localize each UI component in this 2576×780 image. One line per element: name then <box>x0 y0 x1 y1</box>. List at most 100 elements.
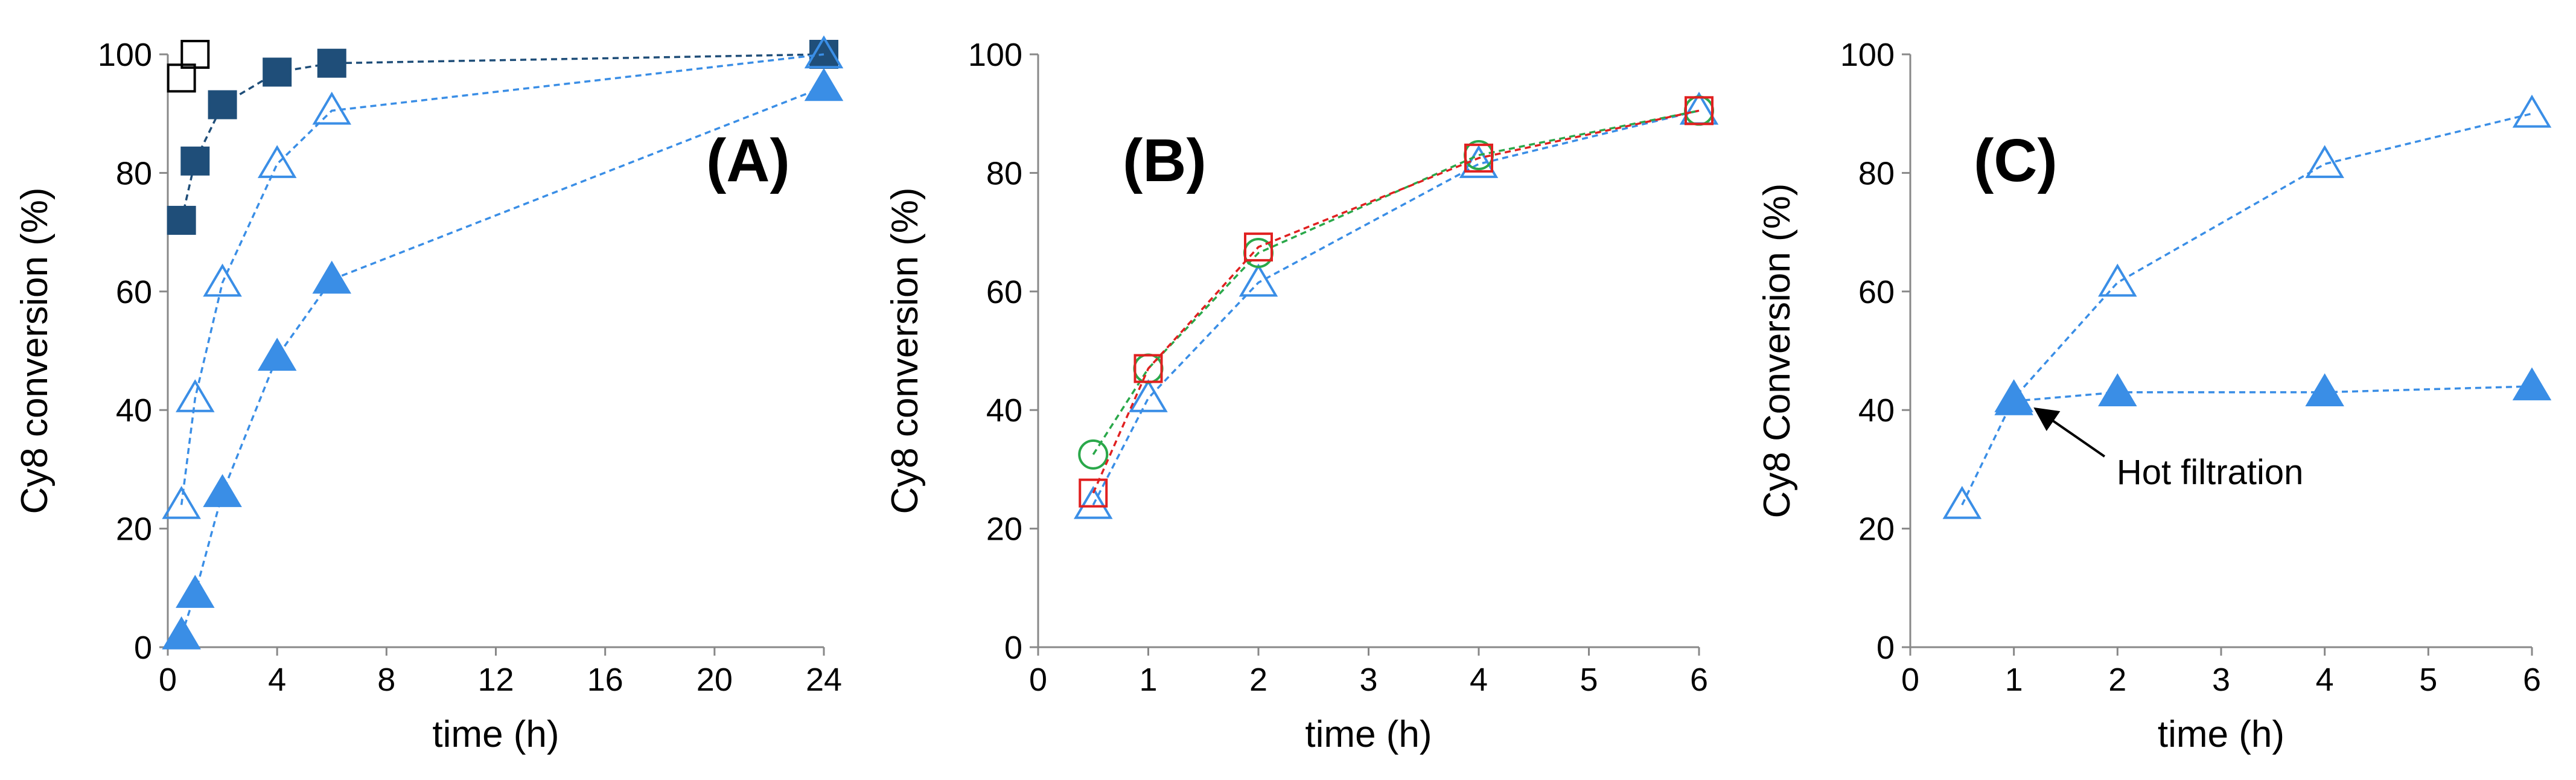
y-tick-label: 40 <box>986 392 1022 429</box>
data-point-triangle <box>2512 367 2552 401</box>
data-point-circle <box>1078 439 1109 470</box>
data-point-triangle <box>162 485 201 519</box>
x-tick-label: 4 <box>2316 662 2334 698</box>
data-point-triangle <box>804 68 844 101</box>
y-tick-label: 40 <box>116 392 152 429</box>
data-point-triangle <box>2305 145 2344 178</box>
series-filled-triangles <box>162 68 844 650</box>
annotation-text: Hot filtration <box>2117 453 2303 492</box>
x-tick-label: 12 <box>477 662 514 698</box>
series-line <box>2013 385 2533 403</box>
data-point-square <box>263 57 292 87</box>
data-point-triangle <box>257 145 297 178</box>
series-line <box>1092 109 1700 455</box>
y-tick-label: 20 <box>116 511 152 548</box>
series-open-triangles <box>1942 94 2552 519</box>
annotation-arrow <box>2033 407 2106 458</box>
y-tick-label: 80 <box>1858 155 1895 191</box>
y-tick-label: 60 <box>116 274 152 310</box>
y-axis-label: Cy8 Conversion (%) <box>1756 184 1798 519</box>
data-point-square <box>1079 478 1108 508</box>
x-tick-label: 6 <box>1690 662 1708 698</box>
panel-label: (C) <box>1974 127 2058 194</box>
x-axis-label: time (h) <box>1305 714 1432 755</box>
x-tick-label: 24 <box>806 662 842 698</box>
data-point-triangle <box>203 263 242 297</box>
data-point-square <box>1464 143 1493 173</box>
data-point-square <box>1244 232 1273 262</box>
x-axis-label: time (h) <box>432 714 559 755</box>
panel-label: (B) <box>1123 127 1207 194</box>
x-tick-label: 6 <box>2523 662 2541 698</box>
panel-b: 0 20 40 60 80 100 0 1 2 3 4 5 6 time (h) Cy8 conversio… <box>884 37 1719 755</box>
y-tick-label: 0 <box>1004 630 1022 666</box>
x-tick-label: 0 <box>159 662 177 698</box>
panel-a: 0 20 40 60 80 100 0 4 8 12 16 20 24 time (h) Cy8 conve… <box>14 35 844 755</box>
series-open-squares <box>167 40 210 93</box>
data-point-square <box>208 90 237 120</box>
x-axis-label: time (h) <box>2158 714 2284 755</box>
series-line <box>180 53 824 221</box>
y-tick-label: 20 <box>986 511 1022 548</box>
y-tick-label: 100 <box>1840 37 1895 73</box>
y-tick-label: 100 <box>98 37 152 73</box>
x-tick-label: 0 <box>1901 662 1919 698</box>
y-tick-label: 80 <box>986 155 1022 191</box>
series-line <box>1092 109 1700 506</box>
y-tick-label: 80 <box>116 155 152 191</box>
data-point-triangle <box>1129 379 1168 412</box>
x-tick-label: 1 <box>1139 662 1157 698</box>
data-point-triangle <box>203 474 242 507</box>
y-tick-label: 0 <box>1876 630 1895 666</box>
y-axis-label: Cy8 conversion (%) <box>14 188 56 514</box>
data-point-triangle <box>2098 373 2137 406</box>
data-point-triangle <box>312 260 352 294</box>
series-filled-triangles <box>1994 367 2552 415</box>
y-tick-label: 0 <box>134 630 152 666</box>
data-point-square <box>180 40 210 69</box>
x-tick-label: 4 <box>268 662 286 698</box>
series-line <box>180 53 824 505</box>
y-tick-label: 20 <box>1858 511 1895 548</box>
data-point-square <box>180 146 210 176</box>
series-open-triangles <box>162 35 844 519</box>
y-tick-label: 60 <box>1858 274 1895 310</box>
series-line <box>1092 109 1700 494</box>
data-point-triangle <box>176 379 215 412</box>
data-point-triangle <box>2305 373 2344 406</box>
x-tick-label: 2 <box>1249 662 1267 698</box>
data-point-triangle <box>312 91 352 125</box>
x-tick-label: 16 <box>587 662 623 698</box>
data-point-square <box>1133 354 1163 383</box>
x-tick-label: 1 <box>2005 662 2023 698</box>
panel-c: 0 20 40 60 80 100 0 1 2 3 4 5 6 time (h) Cy8 Conversio… <box>1756 37 2552 755</box>
data-point-triangle <box>1073 485 1113 519</box>
x-tick-label: 5 <box>2419 662 2437 698</box>
data-point-square <box>167 205 196 235</box>
x-tick-label: 4 <box>1470 662 1488 698</box>
x-tick-label: 3 <box>2212 662 2230 698</box>
x-tick-label: 8 <box>377 662 395 698</box>
x-tick-label: 2 <box>2108 662 2126 698</box>
y-tick-label: 100 <box>968 37 1022 73</box>
data-point-square <box>1685 96 1714 126</box>
data-point-triangle <box>257 337 297 371</box>
x-tick-label: 20 <box>697 662 733 698</box>
data-point-triangle <box>162 616 201 650</box>
data-point-triangle <box>1942 485 1982 519</box>
y-tick-label: 40 <box>1858 392 1895 429</box>
data-point-triangle <box>1994 382 2033 415</box>
data-point-triangle <box>2098 263 2137 297</box>
y-tick-label: 60 <box>986 274 1022 310</box>
data-point-triangle <box>2512 94 2552 128</box>
data-point-triangle <box>1239 263 1278 297</box>
data-point-triangle <box>176 575 215 608</box>
x-tick-label: 0 <box>1029 662 1047 698</box>
x-tick-label: 3 <box>1359 662 1377 698</box>
series-open-squares <box>1079 96 1714 508</box>
panel-label: (A) <box>706 127 790 194</box>
data-point-triangle <box>804 35 844 69</box>
data-point-square <box>317 48 346 78</box>
x-tick-label: 5 <box>1580 662 1598 698</box>
